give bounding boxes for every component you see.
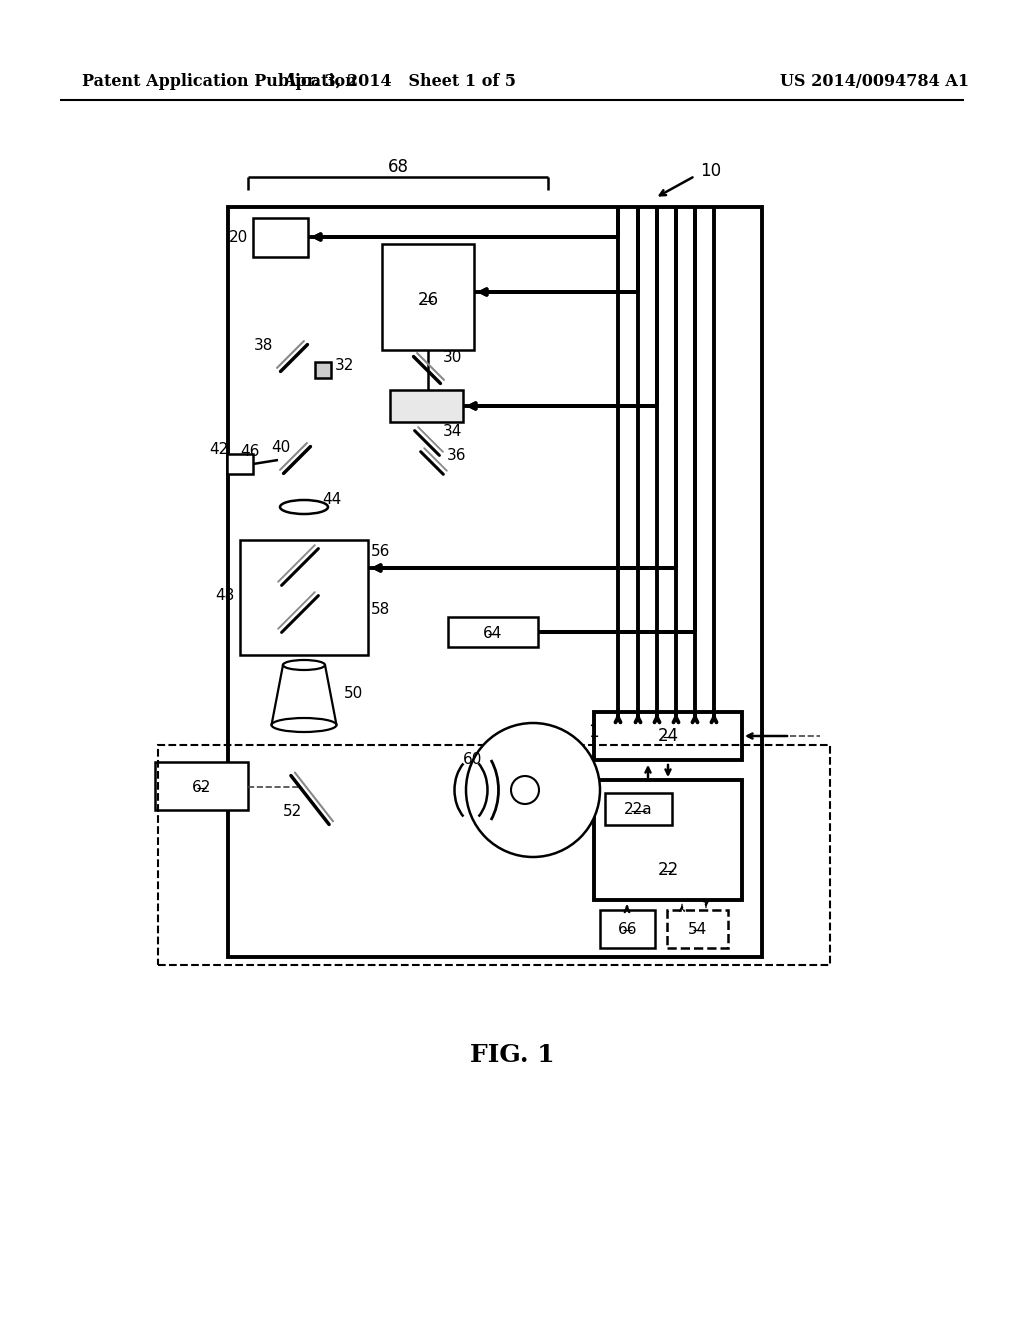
Bar — [227, 454, 253, 474]
Text: 10: 10 — [700, 162, 721, 180]
Bar — [228, 207, 762, 957]
Ellipse shape — [271, 718, 337, 733]
Text: 30: 30 — [443, 350, 463, 364]
Text: 58: 58 — [371, 602, 390, 616]
Bar — [594, 711, 742, 760]
Circle shape — [466, 723, 600, 857]
Text: 68: 68 — [387, 158, 409, 176]
Text: 42: 42 — [209, 442, 228, 458]
Text: 60: 60 — [463, 752, 482, 767]
Text: 64: 64 — [483, 626, 503, 640]
Bar — [600, 909, 655, 948]
Text: FIG. 1: FIG. 1 — [470, 1043, 554, 1067]
Bar — [240, 540, 368, 655]
Bar — [155, 762, 248, 810]
Bar — [382, 244, 474, 350]
Bar — [594, 780, 742, 900]
Text: 34: 34 — [443, 425, 463, 440]
Bar — [390, 389, 463, 422]
Text: Apr. 3, 2014   Sheet 1 of 5: Apr. 3, 2014 Sheet 1 of 5 — [284, 74, 516, 91]
Text: 66: 66 — [617, 921, 637, 936]
Bar — [667, 909, 728, 948]
Circle shape — [511, 776, 539, 804]
Text: 46: 46 — [241, 445, 260, 459]
Bar — [315, 362, 331, 378]
Text: 24: 24 — [657, 727, 679, 744]
Text: 52: 52 — [283, 804, 302, 820]
Bar — [158, 744, 830, 965]
Bar — [449, 616, 538, 647]
Bar — [253, 218, 308, 257]
Text: 40: 40 — [270, 441, 290, 455]
Polygon shape — [271, 665, 337, 725]
Text: 32: 32 — [335, 359, 354, 374]
Text: 26: 26 — [418, 290, 438, 309]
Text: 20: 20 — [228, 230, 248, 244]
Text: 62: 62 — [191, 780, 211, 795]
Text: 22: 22 — [657, 861, 679, 879]
Text: 50: 50 — [344, 685, 364, 701]
Text: Patent Application Publication: Patent Application Publication — [82, 74, 356, 91]
Bar — [605, 793, 672, 825]
Ellipse shape — [283, 660, 325, 671]
Text: 1: 1 — [588, 723, 599, 741]
Text: 22a: 22a — [625, 803, 653, 817]
Text: 54: 54 — [688, 921, 708, 936]
Text: 38: 38 — [254, 338, 273, 352]
Text: US 2014/0094784 A1: US 2014/0094784 A1 — [780, 74, 969, 91]
Text: 56: 56 — [371, 544, 390, 558]
Text: 36: 36 — [447, 447, 467, 462]
Text: 48: 48 — [216, 589, 234, 603]
Text: 44: 44 — [322, 491, 341, 507]
